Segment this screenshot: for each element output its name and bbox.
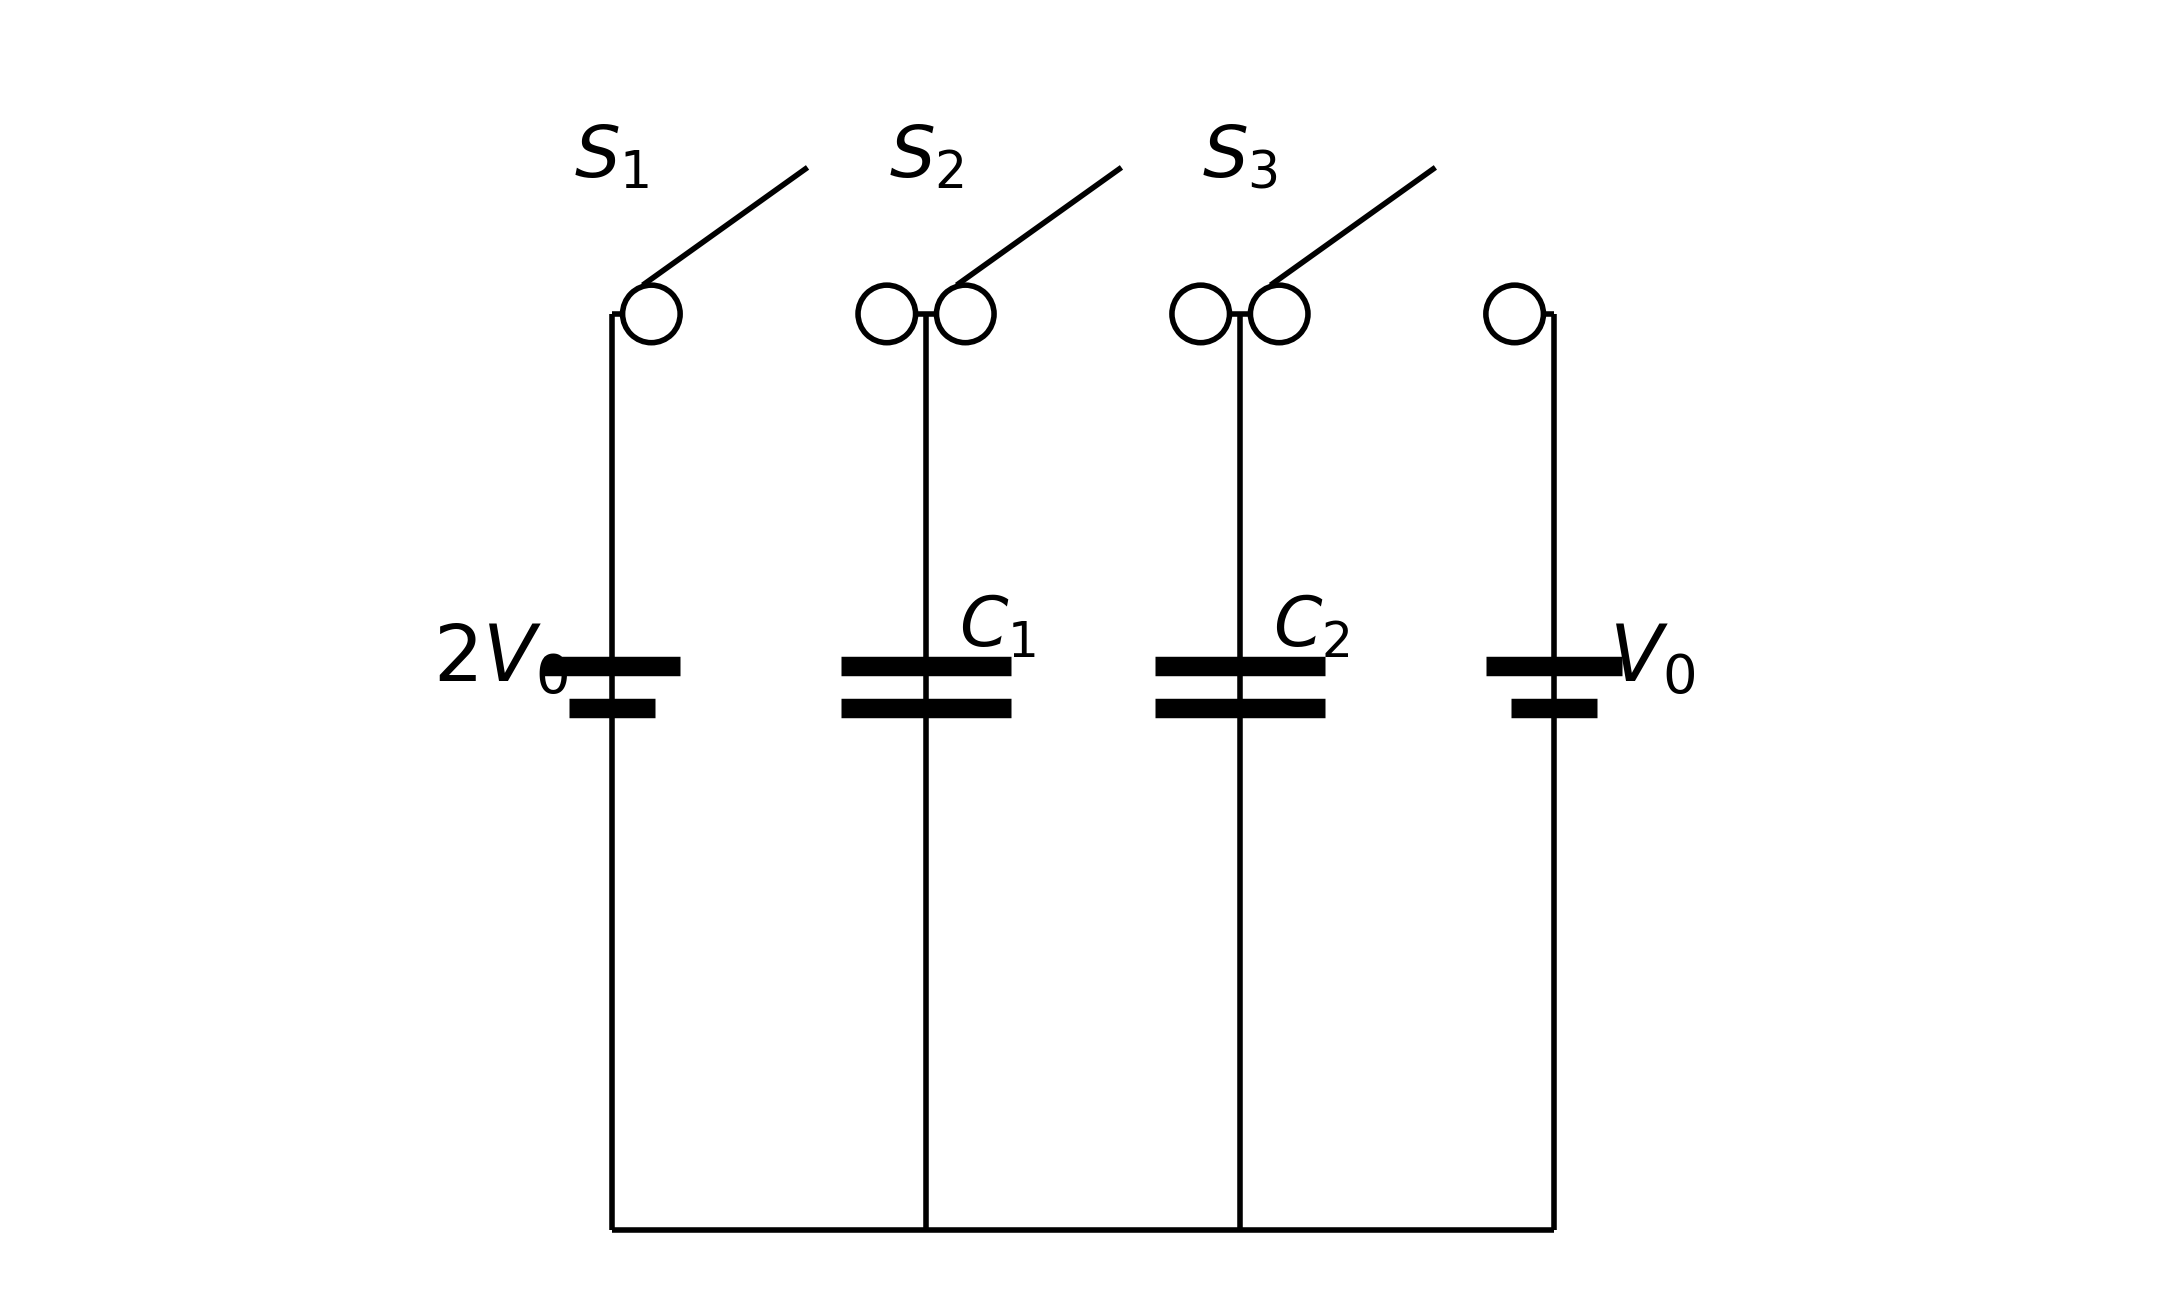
Text: $C_2$: $C_2$ bbox=[1274, 594, 1349, 662]
Text: $S_2$: $S_2$ bbox=[888, 122, 964, 192]
Text: $S_3$: $S_3$ bbox=[1202, 122, 1278, 192]
Text: $C_1$: $C_1$ bbox=[960, 594, 1035, 662]
Text: $2V_0$: $2V_0$ bbox=[433, 623, 570, 698]
Text: $S_1$: $S_1$ bbox=[574, 122, 650, 192]
Text: $V_0$: $V_0$ bbox=[1609, 623, 1696, 698]
